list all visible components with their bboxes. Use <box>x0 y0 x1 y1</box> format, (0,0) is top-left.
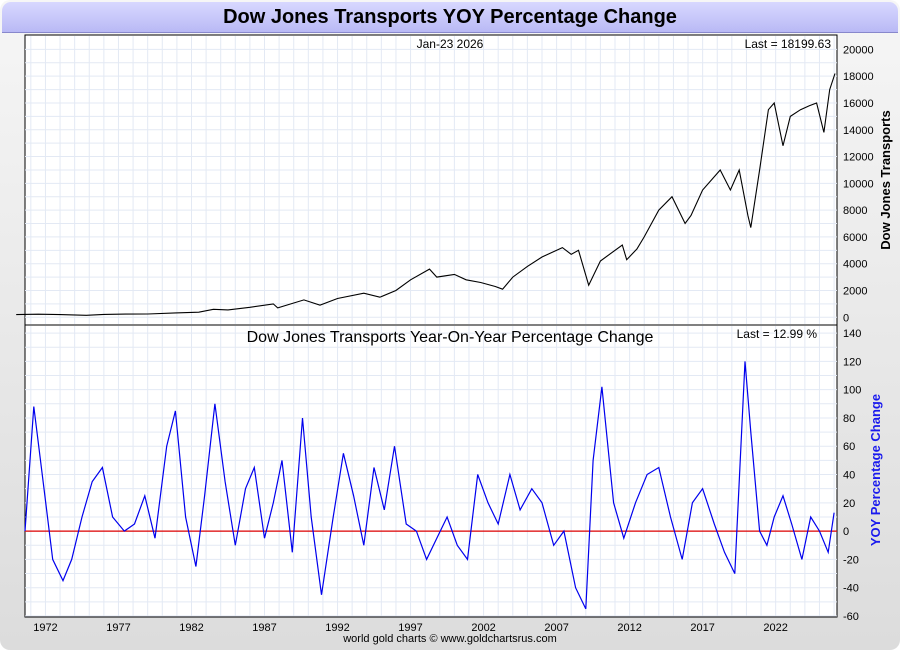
bottom-y-tick-label: 20 <box>843 498 855 510</box>
top-y-tick-label: 8000 <box>843 205 867 217</box>
bottom-y-axis-label: YOY Percentage Change <box>868 394 883 546</box>
bottom-y-tick-label: 0 <box>843 526 849 538</box>
bottom-last-label: Last = 12.99 % <box>737 327 818 341</box>
bottom-y-tick-label: 140 <box>843 328 861 340</box>
top-y-tick-label: 10000 <box>843 178 874 190</box>
top-y-tick-label: 4000 <box>843 259 867 271</box>
top-y-tick-label: 18000 <box>843 71 874 83</box>
bottom-plot-area <box>24 324 838 618</box>
top-y-tick-labels: 0 2000 4000 6000 8000 10000 12000 14000 16000 180… <box>843 44 874 324</box>
top-y-axis-label: Dow Jones Transports <box>878 110 893 249</box>
top-y-tick-label: 2000 <box>843 286 867 298</box>
x-tick-label: 2012 <box>617 622 641 634</box>
bottom-y-tick-label: 120 <box>843 356 861 368</box>
bottom-y-tick-labels: -60 -40 -20 0 20 40 60 80 100 120 140 <box>843 328 861 623</box>
bottom-y-tick-label: 100 <box>843 385 861 397</box>
bottom-y-tick-label: 40 <box>843 470 855 482</box>
bottom-chart-title: Dow Jones Transports Year-On-Year Percen… <box>247 329 654 346</box>
top-last-label: Last = 18199.63 <box>745 37 832 51</box>
bottom-y-tick-label: 60 <box>843 441 855 453</box>
footer-credit: world gold charts © www.goldchartsrus.co… <box>342 633 557 645</box>
top-y-tick-label: 14000 <box>843 125 874 137</box>
top-y-tick-label: 12000 <box>843 152 874 164</box>
x-tick-label: 1972 <box>33 622 57 634</box>
bottom-y-tick-label: 80 <box>843 413 855 425</box>
title-bar: Dow Jones Transports YOY Percentage Chan… <box>2 2 898 33</box>
top-y-tick-label: 16000 <box>843 98 874 110</box>
top-y-tick-label: 0 <box>843 312 849 324</box>
bottom-y-tick-label: -40 <box>843 583 859 595</box>
x-tick-label: 1982 <box>179 622 203 634</box>
x-tick-label: 1977 <box>106 622 130 634</box>
top-date-label: Jan-23 2026 <box>417 37 484 51</box>
x-tick-label: 2022 <box>763 622 787 634</box>
x-tick-label: 1997 <box>398 622 422 634</box>
top-y-tick-label: 6000 <box>843 232 867 244</box>
x-tick-labels: 1972 1977 1982 1987 1992 1997 2002 2007 2012 2017… <box>33 622 788 634</box>
x-tick-label: 1987 <box>252 622 276 634</box>
top-y-tick-label: 20000 <box>843 44 874 56</box>
bottom-y-tick-label: -60 <box>843 611 859 623</box>
chart-title: Dow Jones Transports YOY Percentage Chan… <box>223 6 677 28</box>
yoy-change-line <box>24 361 835 610</box>
bottom-y-tick-label: -20 <box>843 554 859 566</box>
x-tick-label: 1992 <box>325 622 349 634</box>
transports-price-line <box>16 73 836 316</box>
x-tick-label: 2017 <box>690 622 714 634</box>
x-tick-label: 2007 <box>544 622 568 634</box>
x-tick-label: 2002 <box>471 622 495 634</box>
top-plot-area <box>24 34 838 326</box>
